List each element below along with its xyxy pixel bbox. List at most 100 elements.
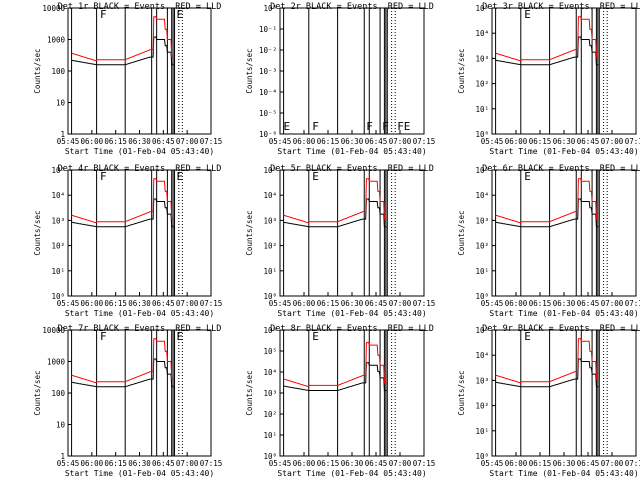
plot-frame <box>279 329 425 457</box>
flag-label: E <box>524 8 531 21</box>
x-tick-label: 07:00 <box>601 137 624 146</box>
y-tick-label: 10⁻⁵ <box>259 109 277 118</box>
x-tick-label: 07:15 <box>413 459 436 468</box>
flag-label: E <box>312 330 319 343</box>
series-line-black <box>283 198 387 228</box>
x-tick-label: 07:00 <box>389 459 412 468</box>
y-axis-label: Counts/sec <box>245 210 254 255</box>
plot-frame <box>491 169 637 297</box>
y-tick-label: 10¹ <box>51 267 65 276</box>
x-tick-label: 07:15 <box>413 299 436 308</box>
plot-frame <box>491 329 637 457</box>
chart-title: Det 2r BLACK = Events, RED = LLD <box>270 2 434 12</box>
flag-label: F <box>100 170 107 183</box>
y-tick-label: 10⁰ <box>475 130 489 139</box>
x-tick-label: 06:15 <box>104 299 127 308</box>
x-tick-label: 07:15 <box>200 137 223 146</box>
x-tick-label: 07:00 <box>389 137 412 146</box>
x-axis-label: Start Time (01-Feb-04 05:43:40) <box>277 469 426 478</box>
y-tick-label: 10³ <box>475 54 489 63</box>
y-tick-label: 10⁰ <box>475 292 489 301</box>
series-line-red <box>495 16 599 62</box>
y-tick-label: 10² <box>475 242 489 251</box>
x-axis-label: Start Time (01-Feb-04 05:43:40) <box>277 309 426 318</box>
y-tick-label: 10⁴ <box>263 191 277 200</box>
y-tick-label: 10⁻⁴ <box>259 88 277 97</box>
series-line-red <box>283 342 387 388</box>
x-tick-label: 06:45 <box>365 299 388 308</box>
chart-title: Det 7r BLACK = Events, RED = LLD <box>58 324 222 334</box>
y-tick-label: 10⁵ <box>263 166 277 175</box>
series-line-red <box>71 338 174 384</box>
x-tick-label: 06:45 <box>577 299 600 308</box>
flag-label: E <box>524 330 531 343</box>
x-tick-label: 06:15 <box>529 459 552 468</box>
chart-title: Det 4r BLACK = Events, RED = LLD <box>58 164 222 174</box>
y-tick-label: 100 <box>51 389 65 398</box>
y-axis-label: Counts/sec <box>457 370 466 415</box>
x-tick-label: 05:45 <box>481 459 504 468</box>
y-tick-label: 10⁴ <box>475 191 489 200</box>
x-tick-label: 06:30 <box>128 137 151 146</box>
y-tick-label: 10⁴ <box>51 191 65 200</box>
y-tick-label: 10² <box>51 242 65 251</box>
y-tick-label: 1 <box>60 452 65 461</box>
y-tick-label: 10⁰ <box>263 452 277 461</box>
y-tick-label: 1 <box>60 130 65 139</box>
chart-title: Det 3r BLACK = Events, RED = LLD <box>482 2 640 12</box>
series-line-red <box>71 16 174 62</box>
x-tick-label: 05:45 <box>269 299 292 308</box>
flag-label: F <box>382 120 389 133</box>
y-tick-label: 10¹ <box>475 105 489 114</box>
y-tick-label: 10² <box>263 410 277 419</box>
y-tick-label: 10² <box>475 80 489 89</box>
y-axis-label: Counts/sec <box>245 48 254 93</box>
x-tick-label: 07:00 <box>389 299 412 308</box>
x-axis-label: Start Time (01-Feb-04 05:43:40) <box>489 147 638 156</box>
x-tick-label: 06:15 <box>104 137 127 146</box>
y-tick-label: 10⁶ <box>263 326 277 335</box>
flag-label: E <box>312 170 319 183</box>
y-tick-label: 10⁵ <box>51 166 65 175</box>
y-tick-label: 10⁴ <box>475 29 489 38</box>
x-axis-label: Start Time (01-Feb-04 05:43:40) <box>65 469 214 478</box>
y-tick-label: 10² <box>263 242 277 251</box>
y-tick-label: 10 <box>56 421 66 430</box>
flag-label: F <box>100 330 107 343</box>
x-tick-label: 06:30 <box>553 299 576 308</box>
y-tick-label: 10⁴ <box>263 368 277 377</box>
y-tick-label: 10³ <box>475 216 489 225</box>
flag-label: E <box>177 330 184 343</box>
x-tick-label: 05:45 <box>269 137 292 146</box>
y-tick-label: 1000 <box>47 358 66 367</box>
flag-label: F <box>100 8 107 21</box>
x-tick-label: 07:00 <box>601 299 624 308</box>
x-tick-label: 07:15 <box>625 459 640 468</box>
x-tick-label: 06:00 <box>505 299 528 308</box>
x-tick-label: 07:15 <box>625 137 640 146</box>
series-line-red <box>495 338 599 384</box>
x-tick-label: 06:00 <box>293 299 316 308</box>
x-tick-label: 07:15 <box>200 459 223 468</box>
y-tick-label: 10⁻⁶ <box>259 130 277 139</box>
y-tick-label: 10⁰ <box>475 452 489 461</box>
x-tick-label: 07:00 <box>176 137 199 146</box>
flag-label: E <box>524 170 531 183</box>
y-tick-label: 10000 <box>42 4 65 13</box>
x-axis-label: Start Time (01-Feb-04 05:43:40) <box>65 309 214 318</box>
series-line-red <box>495 178 599 224</box>
x-axis-label: Start Time (01-Feb-04 05:43:40) <box>489 309 638 318</box>
x-tick-label: 05:45 <box>57 299 80 308</box>
y-tick-label: 10⁵ <box>263 347 277 356</box>
chart-title: Det 5r BLACK = Events, RED = LLD <box>270 164 434 174</box>
y-tick-label: 100 <box>51 67 65 76</box>
x-tick-label: 07:00 <box>601 459 624 468</box>
series-line-black <box>283 362 387 391</box>
series-line-red <box>283 178 387 224</box>
series-line-red <box>71 178 174 224</box>
y-tick-label: 1000 <box>47 36 66 45</box>
plot-frame <box>491 7 637 135</box>
x-tick-label: 06:30 <box>128 299 151 308</box>
x-tick-label: 06:45 <box>577 137 600 146</box>
chart-title: Det 1r BLACK = Events, RED = LLD <box>58 2 222 12</box>
